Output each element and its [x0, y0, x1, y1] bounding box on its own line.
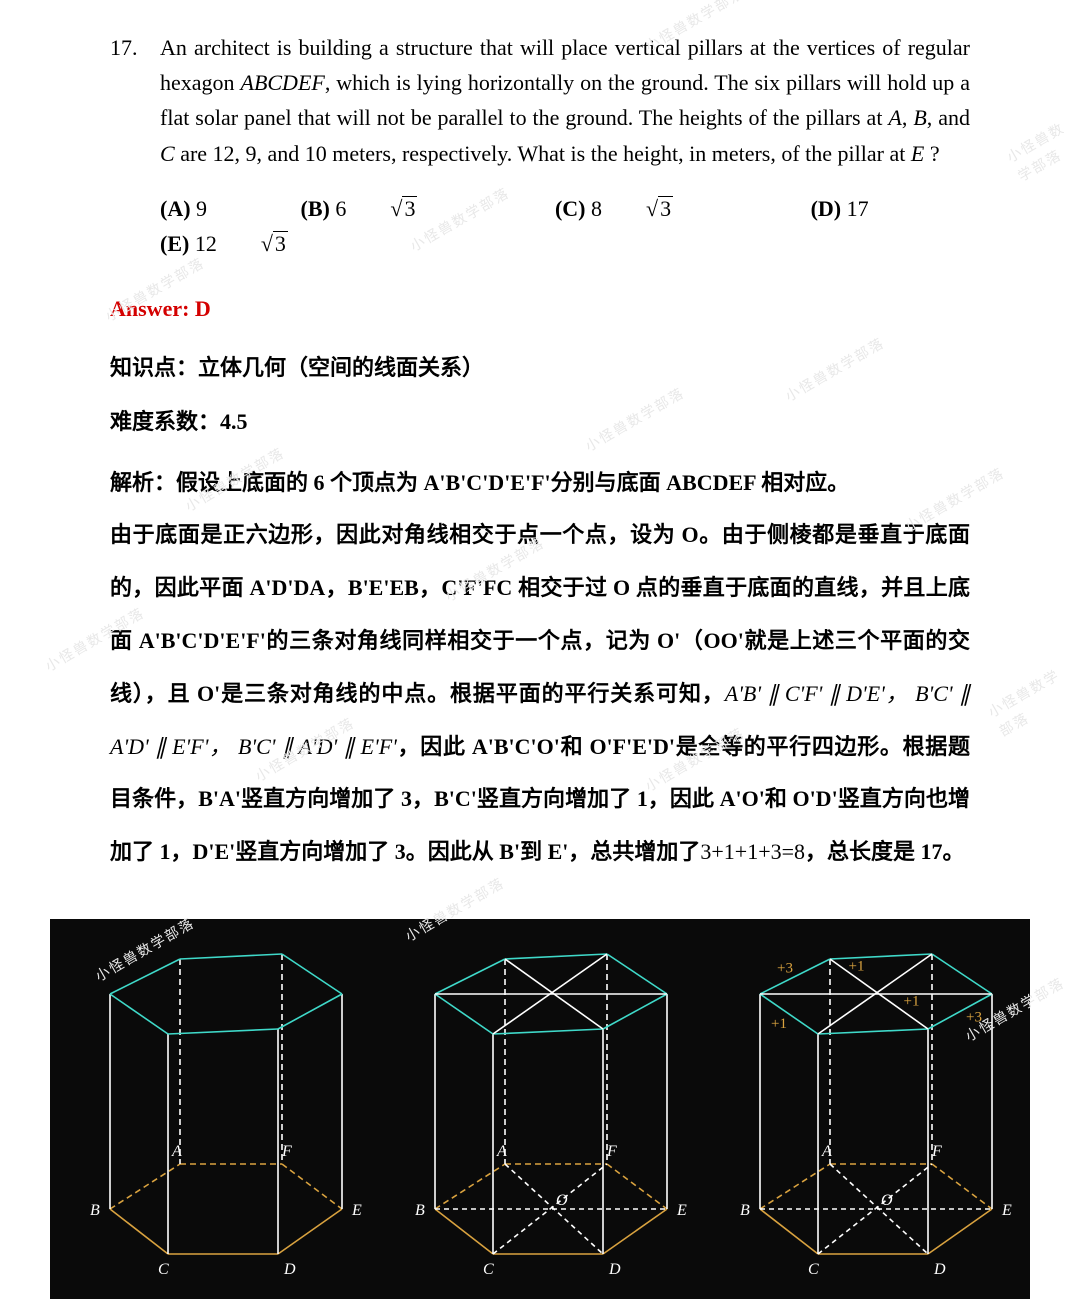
choice-a: (A) 9	[160, 196, 251, 221]
sqrt-icon: 3	[261, 226, 332, 261]
difficulty: 难度系数：4.5	[110, 404, 970, 439]
choice-c-label: (C)	[555, 196, 586, 221]
problem-c2: , and	[927, 105, 970, 130]
choice-e-pre: 12	[195, 231, 217, 256]
choice-e: (E) 12 3	[160, 231, 376, 256]
problem-e: E	[911, 141, 924, 166]
svg-text:B: B	[415, 1202, 425, 1219]
svg-text:F: F	[931, 1143, 942, 1160]
problem-hexagon: ABCDEF	[241, 70, 325, 95]
choice-c-pre: 8	[591, 196, 602, 221]
problem-c: C	[160, 141, 175, 166]
svg-text:E: E	[351, 1202, 362, 1219]
svg-text:D: D	[608, 1261, 621, 1278]
svg-text:D: D	[933, 1261, 946, 1278]
choice-e-label: (E)	[160, 231, 189, 256]
problem-number: 17.	[110, 30, 138, 65]
choices: (A) 9 (B) 6 3 (C) 8 3 (D) 17 (E) 12 3	[160, 191, 970, 261]
svg-text:F: F	[281, 1143, 292, 1160]
svg-text:+3: +3	[777, 961, 793, 977]
svg-text:B: B	[740, 1202, 750, 1219]
choice-b-pre: 6	[335, 196, 346, 221]
problem-text-p3: are 12, 9, and 10 meters, respectively. …	[175, 141, 911, 166]
solution-eq: 3+1+1+3=8	[700, 839, 805, 864]
problem-c1: ,	[902, 105, 913, 130]
svg-text:A: A	[821, 1143, 832, 1160]
problem-text: An architect is building a structure tha…	[160, 30, 970, 171]
choice-b-rad: 3	[402, 196, 417, 221]
hexagonal-prism-diagram: A B C D E F A B C D E F O A B C D E F O +3 +1 +1 +1 +3	[50, 919, 1030, 1299]
svg-text:E: E	[1001, 1202, 1012, 1219]
svg-text:+1: +1	[849, 959, 865, 975]
svg-text:E: E	[676, 1202, 687, 1219]
choice-a-label: (A)	[160, 196, 191, 221]
problem-a: A	[888, 105, 901, 130]
problem-text-p4: ?	[924, 141, 939, 166]
choice-d-label: (D)	[811, 196, 842, 221]
solution-line1: 假设上底面的 6 个顶点为 A'B'C'D'E'F'分别与底面 ABCDEF 相…	[176, 470, 849, 495]
svg-text:D: D	[283, 1261, 296, 1278]
choice-c: (C) 8 3	[555, 196, 761, 221]
solution: 解析：假设上底面的 6 个顶点为 A'B'C'D'E'F'分别与底面 ABCDE…	[110, 457, 970, 879]
choice-d-value: 17	[847, 196, 869, 221]
svg-text:C: C	[158, 1261, 169, 1278]
svg-text:A: A	[171, 1143, 182, 1160]
choice-c-rad: 3	[658, 196, 673, 221]
svg-text:F: F	[606, 1143, 617, 1160]
svg-text:O: O	[881, 1192, 893, 1209]
sqrt-icon: 3	[646, 191, 717, 226]
svg-text:B: B	[90, 1202, 100, 1219]
svg-text:O: O	[556, 1192, 568, 1209]
svg-text:C: C	[808, 1261, 819, 1278]
choice-b-label: (B)	[301, 196, 330, 221]
svg-text:+3: +3	[966, 1010, 982, 1026]
problem-b: B	[913, 105, 926, 130]
problem: 17. An architect is building a structure…	[160, 30, 970, 261]
svg-text:+1: +1	[771, 1016, 787, 1032]
choice-e-rad: 3	[273, 231, 288, 256]
svg-text:+1: +1	[904, 994, 920, 1010]
solution-line2c: ，总长度是 17。	[805, 839, 965, 864]
diagram: A B C D E F A B C D E F O A B C D E F O +3 +1 +1 +1 +3	[50, 919, 1030, 1299]
solution-label: 解析：	[110, 470, 176, 495]
choice-d: (D) 17	[811, 196, 913, 221]
sqrt-icon: 3	[390, 191, 461, 226]
knowledge-point: 知识点：立体几何（空间的线面关系）	[110, 350, 970, 385]
svg-text:A: A	[496, 1143, 507, 1160]
choice-a-value: 9	[196, 196, 207, 221]
answer: Answer: D	[110, 291, 970, 326]
svg-text:C: C	[483, 1261, 494, 1278]
choice-b: (B) 6 3	[301, 196, 506, 221]
solution-line2: 由于底面是正六边形，因此对角线相交于点一个点，设为 O。由于侧棱都是垂直于底面的…	[110, 522, 970, 705]
